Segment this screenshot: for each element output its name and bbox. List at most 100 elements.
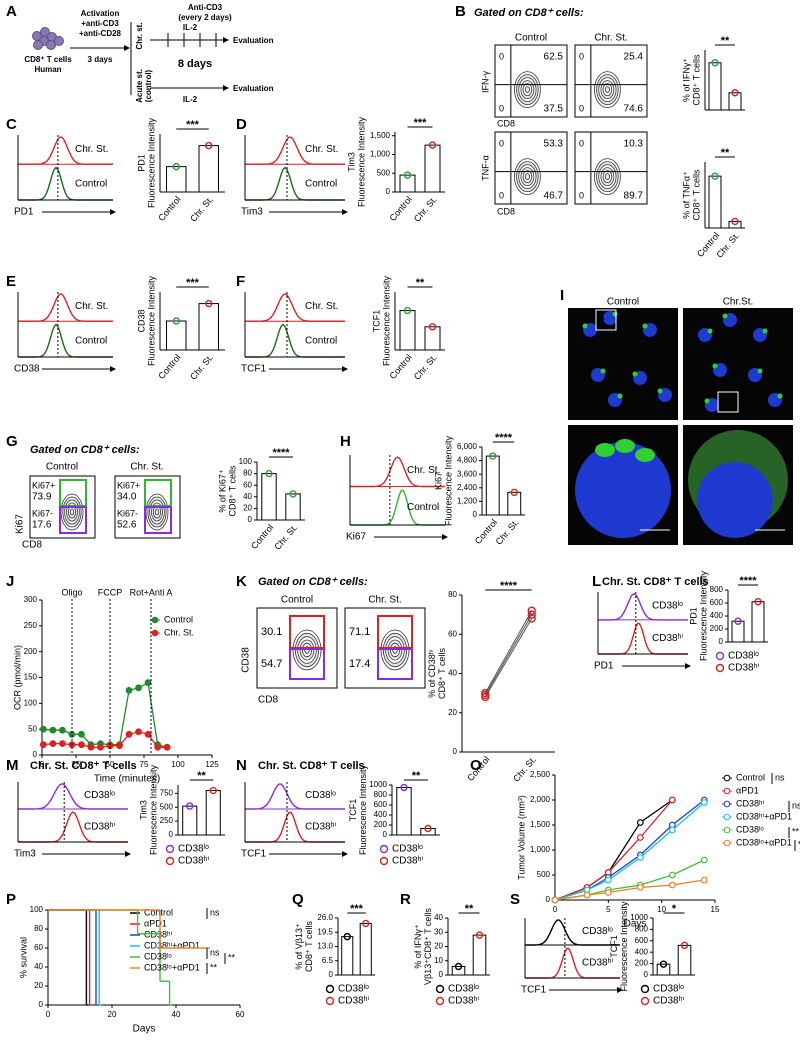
label: 0 — [579, 138, 584, 148]
y-tick-label: 4,800 — [457, 456, 478, 465]
bar-mean-dot — [362, 919, 370, 928]
y-tick-label: 10 — [434, 956, 443, 965]
y-tick-label: 800 — [635, 925, 649, 934]
legend-marker — [640, 996, 650, 1006]
legend-marker — [715, 663, 725, 673]
legend-label: CD38ˡᵒ — [144, 951, 172, 961]
cell-icon — [54, 36, 64, 46]
gate — [377, 648, 413, 680]
bar — [341, 936, 354, 976]
label: Chr. St. CD8⁺ T cells — [258, 760, 365, 772]
label: CD38ʰⁱ — [305, 822, 336, 833]
panel-letter: E — [6, 273, 16, 290]
density-contour — [604, 86, 610, 94]
y-tick-label: 0 — [439, 970, 444, 979]
y-axis-label: Fluorescence Intensity — [699, 570, 709, 661]
point — [636, 884, 644, 891]
point — [700, 799, 708, 806]
x-tick-label: Chr. St. — [272, 522, 299, 551]
pair-line — [484, 618, 533, 698]
significance-label: ** — [465, 903, 474, 915]
point — [144, 679, 152, 687]
cd38-signal — [615, 439, 635, 453]
y-axis-label: Fluorescence Intensity — [619, 901, 629, 992]
x-tick-label: 15 — [711, 905, 720, 914]
y-tick-label: 600 — [710, 598, 724, 607]
cd38-signal — [632, 371, 638, 377]
label: CD38 — [241, 647, 252, 673]
histogram-curve — [598, 593, 688, 621]
label: +anti-CD3 — [81, 19, 119, 28]
label: Chr. St. — [594, 33, 627, 44]
label: Chr. St. — [75, 301, 108, 312]
significance-label: ** — [721, 35, 730, 47]
y-tick-label: 0 — [169, 830, 174, 839]
panel-letter: J — [6, 573, 14, 590]
legend-label: CD38ˡᵒ — [736, 824, 764, 834]
y-tick-label: 100 — [239, 457, 253, 466]
label: Chr. St. — [130, 462, 163, 473]
label: Control — [75, 335, 107, 346]
legend-label: CD38ˡᵒ+αPD1 — [144, 962, 200, 972]
x-tick-label: Control — [156, 352, 182, 381]
point — [668, 881, 676, 889]
pair-line — [484, 614, 533, 696]
cd38-signal — [657, 388, 663, 394]
legend-label: αPD1 — [144, 918, 167, 928]
label: Chr. St. — [368, 595, 401, 606]
bar — [708, 62, 722, 111]
legend-marker — [165, 844, 175, 854]
legend-label: Control — [164, 614, 193, 624]
label: TNF-α — [480, 155, 490, 181]
y-axis-label: Ki67 — [433, 472, 443, 490]
arrow-head — [223, 37, 229, 43]
legend-label: CD38ʰⁱ — [728, 663, 759, 674]
y-tick-label: 2,000 — [530, 795, 551, 804]
y-tick-label: 40 — [34, 962, 43, 971]
label: a — [572, 427, 577, 437]
label: Ki67- — [117, 508, 138, 518]
x-tick-label: 0 — [40, 760, 45, 769]
significance-label: *** — [186, 277, 200, 289]
y-tick-label: 0 — [383, 830, 388, 839]
axis-label: CD38 — [14, 364, 40, 375]
bar-mean-dot — [680, 941, 689, 950]
series-line — [554, 799, 673, 901]
x-axis-label: Days — [133, 1024, 156, 1035]
histogram-curve — [245, 136, 345, 165]
significance-label: **** — [272, 447, 290, 459]
gate — [289, 648, 325, 680]
label: CD8 — [497, 206, 515, 216]
bar — [396, 787, 412, 836]
bar — [399, 310, 416, 351]
y-tick-label: 80 — [448, 590, 457, 599]
label: Human — [34, 65, 61, 74]
legend-marker — [435, 996, 445, 1006]
annotation: Oligo — [61, 587, 82, 597]
label: Chr. St. CD8⁺ T cells — [30, 760, 137, 772]
cd38-signal — [582, 323, 588, 329]
legend-label: CD38ʰⁱ — [653, 996, 684, 1007]
x-axis-label: Days — [624, 919, 647, 930]
legend-marker — [723, 826, 731, 834]
legend-label: αPD1 — [736, 785, 759, 795]
y-tick-label: 60 — [243, 480, 252, 489]
y-tick-label: 200 — [635, 959, 649, 968]
label: 0 — [579, 51, 584, 61]
point — [154, 743, 162, 751]
y-axis-label: Fluorescence Intensity — [146, 275, 156, 366]
legend-marker — [723, 774, 731, 782]
arrow-head — [442, 534, 448, 540]
point — [604, 876, 612, 884]
cell-icon — [33, 40, 43, 50]
x-tick-label: 0 — [553, 905, 558, 914]
bar-mean-dot — [403, 306, 412, 315]
point — [125, 687, 133, 694]
point — [163, 743, 171, 751]
point — [700, 856, 708, 864]
label: 0 — [499, 190, 504, 200]
bar — [198, 145, 219, 193]
significance-label: ** — [197, 770, 206, 782]
label: Chr. St. — [75, 144, 108, 155]
